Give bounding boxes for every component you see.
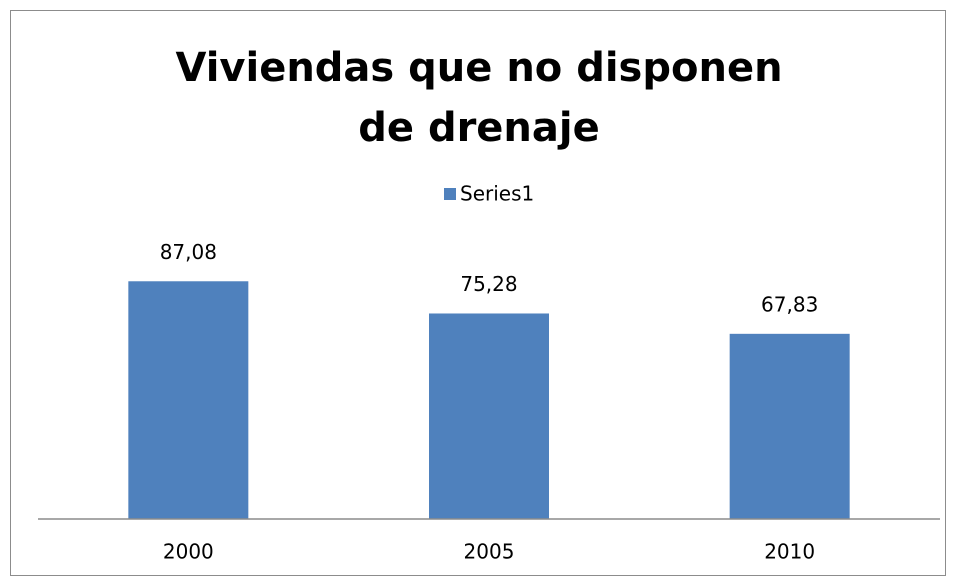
legend-label: Series1 xyxy=(460,182,534,206)
x-tick-label: 2010 xyxy=(764,540,815,564)
chart-title: Viviendas que no disponen de drenaje xyxy=(175,45,783,151)
legend-swatch xyxy=(444,188,456,200)
bar xyxy=(429,313,549,519)
data-label: 75,28 xyxy=(460,272,517,296)
chart-frame xyxy=(10,10,946,576)
x-tick-label: 2000 xyxy=(163,540,214,564)
data-label: 87,08 xyxy=(160,240,217,264)
data-label: 67,83 xyxy=(761,292,818,316)
x-tick-label: 2005 xyxy=(464,540,515,564)
bar xyxy=(128,281,249,519)
bar xyxy=(729,333,850,519)
chart-title-box: Viviendas que no disponen de drenaje xyxy=(0,38,958,158)
